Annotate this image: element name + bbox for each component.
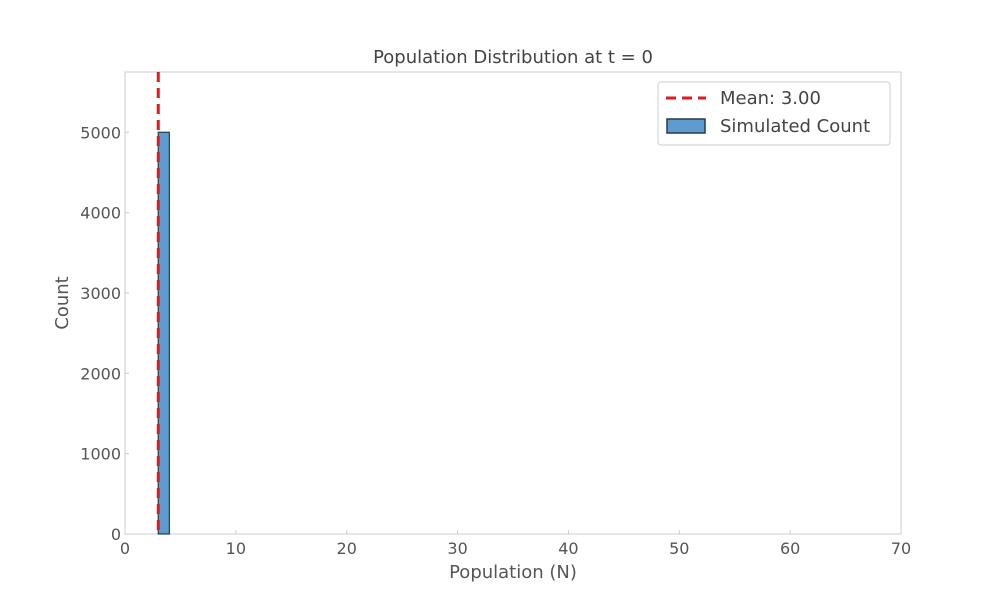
x-tick-label: 20 <box>337 539 357 558</box>
y-tick-label: 4000 <box>80 204 121 223</box>
histogram-bar <box>157 131 170 535</box>
y-tick-label: 3000 <box>80 284 121 303</box>
legend-count-label: Simulated Count <box>720 116 870 137</box>
y-tick-label: 0 <box>111 525 121 544</box>
x-tick-label: 70 <box>891 539 911 558</box>
x-tick-label: 10 <box>226 539 246 558</box>
x-axis-ticks: 0 10 20 30 40 50 60 70 <box>120 530 911 558</box>
legend-count-swatch <box>666 118 706 134</box>
x-tick-label: 50 <box>669 539 689 558</box>
y-tick-label: 5000 <box>80 123 121 142</box>
legend-box <box>657 81 891 146</box>
y-tick-label: 2000 <box>80 364 121 383</box>
x-axis-label: Population (N) <box>449 562 577 583</box>
x-tick-label: 0 <box>120 539 130 558</box>
legend-mean-label: Mean: 3.00 <box>720 88 821 109</box>
chart-title: Population Distribution at t = 0 <box>373 47 653 68</box>
x-tick-label: 30 <box>447 539 467 558</box>
y-axis-label: Count <box>52 276 73 329</box>
legend: Mean: 3.00 Simulated Count <box>657 81 891 146</box>
x-tick-label: 60 <box>780 539 800 558</box>
plot-area <box>124 71 902 535</box>
y-tick-label: 1000 <box>80 445 121 464</box>
y-axis-ticks: 0 1000 2000 3000 4000 5000 <box>80 123 129 544</box>
x-tick-label: 40 <box>558 539 578 558</box>
histogram-bars <box>157 131 170 535</box>
